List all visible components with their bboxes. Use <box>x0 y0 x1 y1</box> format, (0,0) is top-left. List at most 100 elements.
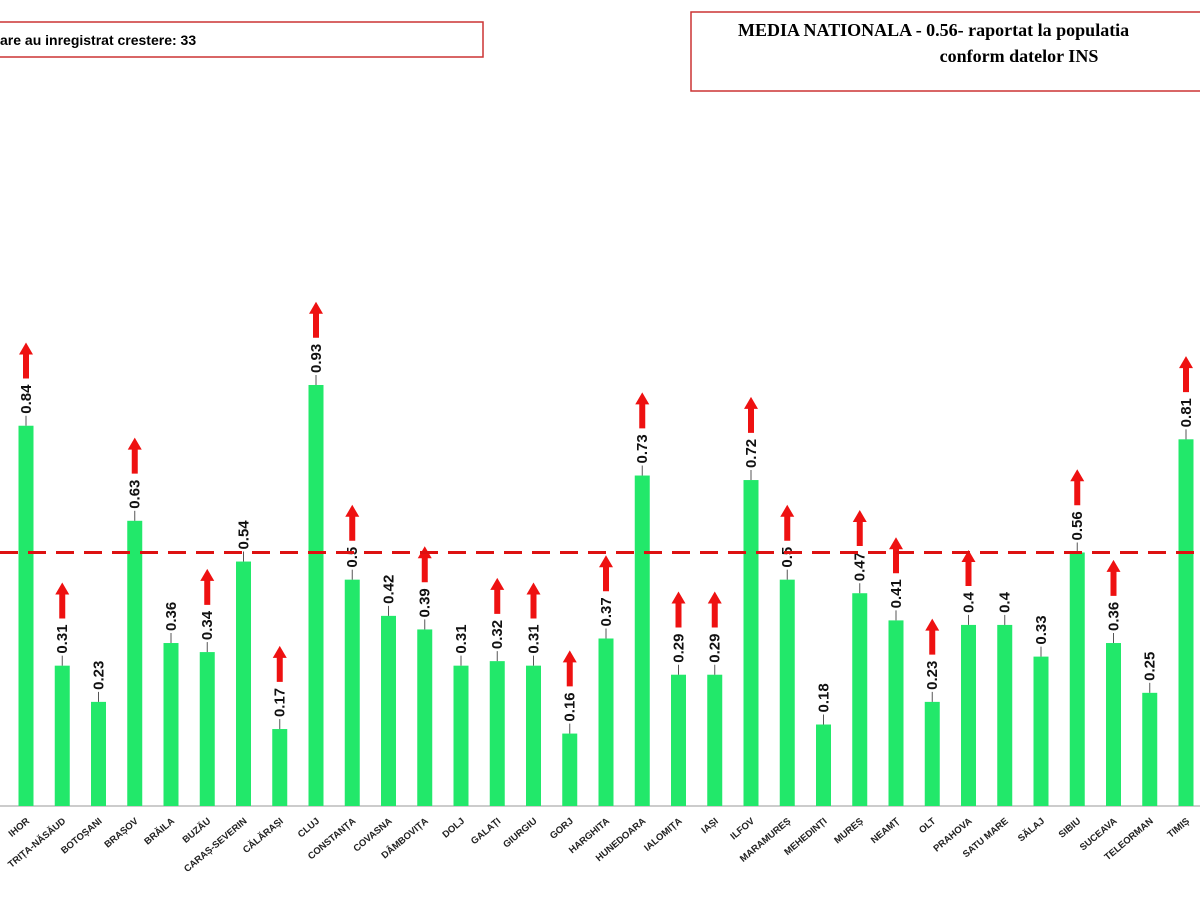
value-label: 0.56 <box>1069 511 1086 540</box>
increase-arrow <box>889 537 903 574</box>
increase-arrow <box>1179 356 1193 393</box>
value-label: 0.41 <box>888 579 905 608</box>
bar <box>489 661 505 806</box>
x-tick-label: IHOR <box>7 816 32 840</box>
increase-arrow <box>272 645 287 682</box>
increase-arrow <box>671 591 686 628</box>
bar <box>634 475 650 806</box>
value-label: 0.18 <box>816 683 833 712</box>
bar <box>127 520 143 806</box>
x-tick-label: SIBIU <box>1057 816 1084 841</box>
value-label: 0.36 <box>1106 602 1123 631</box>
bar <box>344 579 360 806</box>
value-label: 0.33 <box>1033 615 1050 644</box>
bar <box>1142 692 1158 806</box>
bar <box>381 615 396 806</box>
value-label: 0.31 <box>526 624 543 653</box>
value-label: 0.5 <box>344 547 361 568</box>
x-tick-label: CLUJ <box>296 816 322 840</box>
bar <box>18 425 34 806</box>
value-label: 0.16 <box>562 692 579 721</box>
value-label: 0.34 <box>199 610 216 640</box>
x-tick-label: IAȘI <box>699 816 720 836</box>
bar <box>163 643 179 806</box>
value-label: 0.29 <box>707 634 724 663</box>
x-tick-label: CĂLĂRAȘI <box>241 816 286 856</box>
title-box <box>690 11 1200 92</box>
increase-arrow <box>925 618 940 655</box>
increase-arrow <box>55 582 70 619</box>
note-text: are au inregistrat crestere: 33 <box>0 32 196 48</box>
increase-arrow <box>961 550 976 587</box>
bar <box>924 701 940 806</box>
value-label: 0.4 <box>997 591 1014 613</box>
x-tick-label: SĂLAJ <box>1016 816 1047 844</box>
bar <box>816 724 831 806</box>
increase-arrow <box>635 392 650 429</box>
x-tick-label: ILFOV <box>728 815 757 842</box>
value-label: 0.23 <box>91 661 108 690</box>
increase-arrow <box>200 568 215 605</box>
bar <box>598 638 614 806</box>
value-label: 0.81 <box>1178 398 1195 427</box>
increase-arrow <box>490 577 505 614</box>
bar <box>526 665 541 806</box>
x-tick-label: NEAMȚ <box>869 816 902 846</box>
bar <box>1069 552 1085 806</box>
increase-arrow <box>417 546 432 583</box>
x-tick-label: BRĂILA <box>142 816 177 848</box>
value-label: 0.37 <box>598 597 615 626</box>
bar <box>743 480 759 806</box>
value-label: 0.36 <box>163 602 180 631</box>
increase-arrow <box>1070 469 1085 506</box>
bar <box>707 674 723 806</box>
value-label: 0.4 <box>961 591 978 613</box>
value-label: 0.39 <box>417 588 434 617</box>
x-tick-label: BRAȘOV <box>102 815 141 850</box>
increase-arrow <box>526 582 541 619</box>
bar <box>91 701 106 806</box>
x-tick-label: BUZĂU <box>181 816 214 846</box>
value-label: 0.23 <box>924 661 941 690</box>
bar <box>852 593 868 806</box>
x-tick-label: OLT <box>917 816 938 836</box>
bar <box>308 384 324 806</box>
value-label: 0.29 <box>671 634 688 663</box>
bar <box>779 579 795 806</box>
increase-arrow <box>309 301 323 338</box>
bar <box>961 624 976 806</box>
value-label: 0.84 <box>18 384 35 414</box>
x-tick-label: MUREȘ <box>832 816 865 846</box>
x-tick-label: GALAȚI <box>469 816 503 847</box>
bar <box>671 674 686 806</box>
value-label: 0.47 <box>852 552 869 581</box>
bar <box>1178 439 1194 806</box>
value-label: 0.31 <box>453 624 470 653</box>
value-label: 0.5 <box>779 547 796 568</box>
bar <box>199 652 215 806</box>
bar <box>1106 643 1121 806</box>
value-label: 0.73 <box>634 434 651 463</box>
chart-subtitle: conform datelor INS <box>940 46 1099 66</box>
bar <box>272 729 288 806</box>
value-label: 0.25 <box>1142 652 1159 681</box>
bar <box>417 629 433 806</box>
x-tick-label: GORJ <box>548 816 576 842</box>
x-tick-label: TIMIȘ <box>1165 816 1191 841</box>
x-tick-label: GIURGIU <box>501 816 539 851</box>
value-label: 0.72 <box>743 439 760 468</box>
increase-arrow <box>19 342 33 379</box>
increase-arrow <box>1106 559 1121 596</box>
value-label: 0.63 <box>127 480 144 509</box>
increase-arrow <box>562 650 577 687</box>
bar <box>997 624 1013 806</box>
note-box <box>0 21 484 58</box>
increase-arrow <box>707 591 722 628</box>
chart-title: MEDIA NATIONALA - 0.56- raportat la popu… <box>738 20 1129 40</box>
bar <box>453 665 469 806</box>
bar <box>236 561 251 806</box>
increase-arrow <box>345 504 360 541</box>
increase-arrow <box>599 555 613 592</box>
x-tick-label: CARAȘ-SEVERIN <box>182 816 249 875</box>
